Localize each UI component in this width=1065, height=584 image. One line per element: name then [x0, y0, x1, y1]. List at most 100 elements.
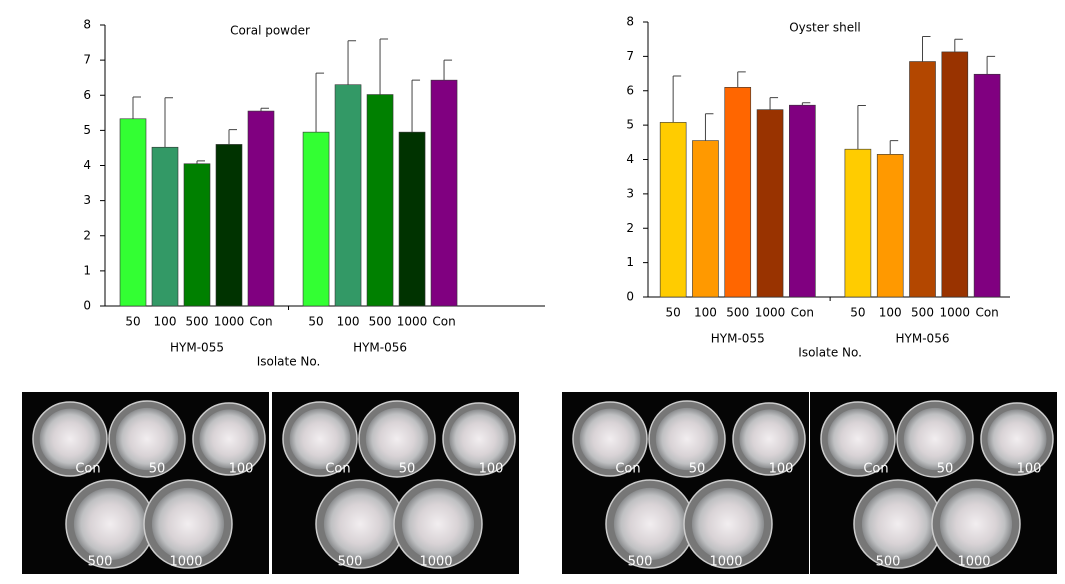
fungal-colony [73, 487, 147, 561]
bar [659, 122, 687, 298]
x-tick-label: 1000 [755, 306, 786, 320]
group-label: HYM-055 [711, 332, 765, 346]
x-tick-label: 100 [694, 306, 717, 320]
y-tick-label: 4 [626, 152, 634, 166]
bar [941, 51, 969, 298]
bar [876, 154, 904, 298]
x-tick-label: 50 [308, 315, 323, 329]
error-bar [379, 38, 389, 95]
bar [183, 163, 211, 307]
bar [334, 84, 362, 307]
bar [692, 140, 719, 298]
fungal-colony [199, 409, 259, 469]
photo-label: Con [75, 462, 100, 477]
x-tick-label: 500 [911, 306, 934, 320]
fungal-colony [151, 487, 225, 561]
bar [302, 131, 330, 307]
y-tick-label: 3 [83, 193, 91, 207]
error-bar [801, 102, 811, 106]
bar [215, 144, 243, 307]
error-bar [315, 72, 325, 133]
x-tick-label: Con [432, 315, 455, 329]
fungal-colony [39, 408, 101, 470]
bar [398, 131, 426, 307]
fungal-colony [613, 487, 687, 561]
fungal-colony [987, 409, 1047, 469]
y-tick-label: 3 [626, 186, 634, 200]
error-bar [857, 105, 866, 150]
error-bar [164, 97, 173, 148]
error-bar [672, 75, 682, 123]
photo-label: 100 [1017, 462, 1042, 477]
photo-label: 500 [876, 555, 901, 570]
x-tick-label: 100 [337, 315, 360, 329]
photo-label: 1000 [957, 555, 990, 570]
error-bar [769, 97, 779, 110]
photo-label: Con [615, 462, 640, 477]
y-tick-label: 7 [83, 53, 91, 67]
y-tick-label: 8 [83, 18, 91, 32]
y-tick-label: 6 [83, 88, 91, 102]
fungal-colony [655, 407, 719, 471]
error-bar [986, 55, 996, 75]
bar [151, 146, 179, 307]
photo-label: 1000 [709, 555, 742, 570]
fungal-colony [903, 407, 967, 471]
y-tick-label: 0 [83, 299, 91, 313]
photo-label: 100 [479, 462, 504, 477]
bar [430, 79, 458, 307]
bar [973, 73, 1001, 298]
fungal-colony [939, 487, 1013, 561]
y-tick-label: 5 [83, 123, 91, 137]
fungal-colony [401, 487, 475, 561]
photo-label: 50 [937, 462, 954, 477]
fungal-colony [827, 408, 889, 470]
y-tick-label: 2 [83, 228, 91, 242]
error-bar [260, 107, 269, 112]
x-tick-label: 50 [850, 306, 865, 320]
photo-label: Con [325, 462, 350, 477]
photo-label: 50 [399, 462, 416, 477]
error-bar [228, 129, 237, 145]
bar [844, 148, 872, 298]
x-tick-label: 500 [369, 315, 392, 329]
y-tick-label: 4 [83, 158, 91, 172]
error-bar [704, 113, 714, 141]
x-tick-label: 1000 [940, 306, 971, 320]
y-tick-label: 6 [626, 83, 634, 97]
error-bar [737, 71, 746, 88]
chart-title: Coral powder [230, 24, 310, 38]
photo-label: 1000 [169, 555, 202, 570]
y-tick-label: 2 [626, 221, 634, 235]
fungal-colony [289, 408, 351, 470]
bar [756, 109, 784, 298]
group-label: HYM-056 [353, 341, 407, 355]
x-tick-label: 1000 [397, 315, 428, 329]
error-bar [922, 35, 931, 62]
bar [366, 94, 394, 307]
bar [789, 104, 816, 298]
fungal-colony [861, 487, 935, 561]
y-tick-label: 0 [626, 290, 634, 304]
photo-label: 500 [88, 555, 113, 570]
bar [247, 110, 275, 307]
x-tick-label: 1000 [214, 315, 245, 329]
photo-label: 500 [338, 555, 363, 570]
fungal-colony [323, 487, 397, 561]
error-bar [443, 59, 453, 81]
y-tick-label: 5 [626, 118, 634, 132]
x-tick-label: Con [249, 315, 272, 329]
x-tick-label: Con [791, 306, 814, 320]
bar [119, 118, 147, 307]
photo-label: 100 [229, 462, 254, 477]
x-tick-label: 100 [154, 315, 177, 329]
x-tick-label: 500 [726, 306, 749, 320]
error-bar [889, 140, 899, 155]
x-axis-label: Isolate No. [257, 355, 321, 369]
y-tick-label: 7 [626, 49, 634, 63]
error-bar [196, 160, 205, 164]
fungal-colony [691, 487, 765, 561]
y-tick-label: 1 [83, 263, 91, 277]
photo-label: 100 [769, 462, 794, 477]
